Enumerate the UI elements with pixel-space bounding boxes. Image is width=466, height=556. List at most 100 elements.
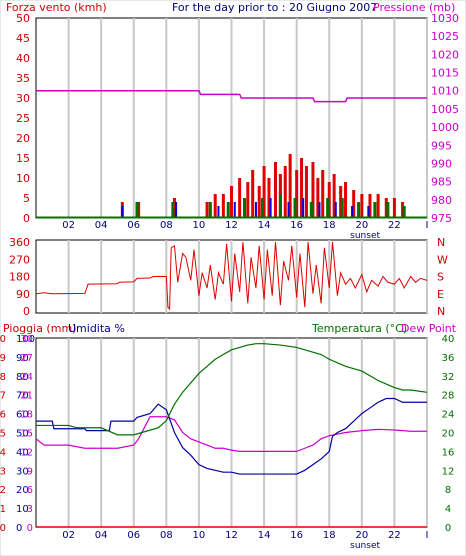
temperature-tick-label: 40 bbox=[442, 334, 455, 345]
calm-bar bbox=[243, 198, 247, 218]
dewpoint-tick-label: 12 bbox=[20, 447, 33, 458]
temperature-tick-label: 8 bbox=[445, 485, 451, 496]
temperature-tick-label: 12 bbox=[442, 466, 455, 477]
humidity-axis-title: Umidita % bbox=[68, 322, 125, 335]
rain-tick-label: 3 bbox=[0, 466, 6, 477]
wind-bar bbox=[295, 170, 299, 218]
wind-bar bbox=[304, 166, 308, 218]
wind-bar bbox=[257, 186, 261, 218]
wind-bar bbox=[360, 194, 364, 218]
direction-tick-label: 360 bbox=[9, 236, 30, 249]
pressure-tick-label: 995 bbox=[431, 139, 452, 152]
x-tick-label: 16 bbox=[290, 220, 303, 231]
pressure-tick-label: 985 bbox=[431, 176, 452, 189]
dewpoint-tick-label: 0 bbox=[27, 523, 33, 534]
wind-bar bbox=[384, 198, 388, 218]
humidity-tick-label: 80 bbox=[16, 372, 29, 383]
temperature-tick-label: 0 bbox=[445, 523, 451, 534]
x-tick-label: 06 bbox=[127, 530, 140, 541]
x-tick-label: 04 bbox=[95, 530, 108, 541]
wind-bar bbox=[401, 202, 405, 218]
wind-bar bbox=[376, 194, 380, 218]
compass-label: N bbox=[437, 305, 445, 318]
x-tick-label: 10 bbox=[193, 530, 206, 541]
calm-bar bbox=[402, 206, 406, 218]
x-tick-label: 02 bbox=[62, 530, 75, 541]
wind-bar bbox=[321, 170, 325, 218]
wind-bar bbox=[137, 202, 141, 218]
direction-line bbox=[35, 241, 428, 311]
calm-bar bbox=[386, 202, 390, 218]
sunset-label: sunset bbox=[350, 541, 380, 551]
gust-bar bbox=[367, 206, 370, 218]
rain-tick-label: 9 bbox=[0, 353, 6, 364]
humidity-tick-label: 70 bbox=[16, 391, 29, 402]
wind-tick-label: 35 bbox=[16, 72, 30, 85]
temperature-tick-label: 28 bbox=[442, 391, 455, 402]
wind-bar bbox=[213, 194, 217, 218]
x-tick-label: 14 bbox=[258, 530, 271, 541]
x-tick-label: I bbox=[426, 530, 429, 541]
wind-bar bbox=[172, 198, 176, 218]
calm-bar bbox=[278, 194, 282, 218]
wind-tick-label: 25 bbox=[16, 112, 30, 125]
humidity-tick-label: 100 bbox=[16, 334, 35, 345]
temperature-tick-label: 16 bbox=[442, 447, 455, 458]
compass-label: N bbox=[437, 236, 445, 249]
gust-bar bbox=[269, 198, 272, 218]
gust-bar bbox=[351, 206, 354, 218]
dewpoint-tick-label: 30 bbox=[20, 334, 33, 345]
gust-bar bbox=[318, 202, 321, 218]
wind-tick-label: 45 bbox=[16, 32, 30, 45]
wind-axis-title: Forza vento (kmh) bbox=[6, 1, 107, 14]
wind-tick-label: 5 bbox=[23, 192, 30, 205]
wind-tick-label: 40 bbox=[16, 52, 30, 65]
temperature-tick-label: 4 bbox=[445, 504, 451, 515]
x-tick-label: 04 bbox=[95, 220, 108, 231]
direction-tick-label: 270 bbox=[9, 253, 30, 266]
rain-tick-label: 6 bbox=[0, 410, 6, 421]
dewpoint-tick-label: 27 bbox=[20, 353, 33, 364]
pressure-tick-label: 1030 bbox=[431, 12, 459, 25]
humidity-tick-label: 50 bbox=[16, 429, 29, 440]
gust-bar bbox=[302, 198, 305, 218]
wind-tick-label: 0 bbox=[23, 212, 30, 225]
wind-bar bbox=[352, 190, 356, 218]
calm-bar bbox=[309, 202, 313, 218]
gust-bar bbox=[334, 202, 337, 218]
pressure-tick-label: 980 bbox=[431, 194, 452, 207]
x-tick-label: 18 bbox=[323, 530, 336, 541]
x-tick-label: 22 bbox=[388, 530, 401, 541]
pressure-tick-label: 1020 bbox=[431, 48, 459, 61]
x-tick-label: 20 bbox=[355, 530, 368, 541]
x-tick-label: 08 bbox=[160, 220, 173, 231]
x-tick-label: 08 bbox=[160, 530, 173, 541]
humidity-tick-label: 0 bbox=[16, 523, 22, 534]
temperature-line bbox=[36, 343, 428, 436]
wind-bar bbox=[238, 178, 242, 218]
gust-bar bbox=[175, 202, 178, 218]
wind-bar bbox=[327, 182, 331, 218]
rain-tick-label: 7 bbox=[0, 391, 6, 402]
dewpoint-tick-label: 21 bbox=[20, 391, 33, 402]
humidity-tick-label: 20 bbox=[16, 485, 29, 496]
pressure-tick-label: 1005 bbox=[431, 103, 459, 116]
wind-bar bbox=[221, 194, 225, 218]
wind-bar bbox=[246, 182, 250, 218]
pressure-tick-label: 1010 bbox=[431, 85, 459, 98]
x-tick-label: 12 bbox=[225, 530, 238, 541]
compass-label: E bbox=[437, 288, 444, 301]
gust-bar bbox=[217, 206, 220, 218]
rain-tick-label: 0 bbox=[0, 523, 6, 534]
dewpoint-tick-label: 6 bbox=[27, 485, 33, 496]
temperature-tick-label: 32 bbox=[442, 372, 455, 383]
gust-bar bbox=[287, 202, 290, 218]
pressure-tick-label: 975 bbox=[431, 212, 452, 225]
direction-tick-label: 90 bbox=[16, 288, 30, 301]
humidity-tick-label: 30 bbox=[16, 466, 29, 477]
x-tick-label: 14 bbox=[258, 220, 271, 231]
temperature-tick-label: 36 bbox=[442, 353, 455, 364]
dewpoint-tick-label: 24 bbox=[20, 372, 33, 383]
